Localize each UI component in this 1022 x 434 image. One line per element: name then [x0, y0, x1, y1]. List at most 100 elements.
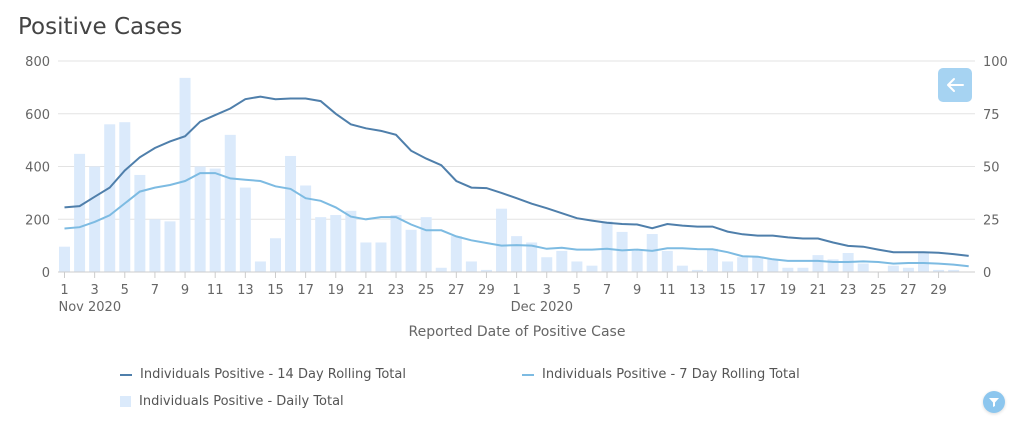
- daily-bar: [661, 250, 673, 272]
- x-tick-label: 11: [207, 283, 224, 298]
- line-7-day-rolling-total: [64, 172, 969, 268]
- y-right-tick-label: 0: [983, 266, 991, 281]
- daily-bar: [194, 166, 206, 272]
- x-tick-label: 23: [840, 283, 857, 298]
- daily-bar: [616, 231, 628, 272]
- daily-bar: [691, 269, 703, 272]
- x-tick-label: 13: [689, 283, 706, 298]
- daily-bar: [722, 261, 734, 272]
- daily-bar: [390, 215, 402, 272]
- x-tick-label: 15: [719, 283, 736, 298]
- x-tick-label: 5: [573, 283, 581, 298]
- y-left-tick-label: 0: [42, 266, 50, 281]
- daily-bar: [571, 261, 583, 272]
- x-tick-label: 1: [60, 283, 68, 298]
- x-tick-label: 27: [900, 283, 917, 298]
- daily-bar: [707, 248, 719, 272]
- legend-swatch: [120, 373, 132, 376]
- daily-bar: [254, 261, 266, 272]
- legend-item-14day[interactable]: Individuals Positive - 14 Day Rolling To…: [120, 367, 406, 382]
- daily-bar: [511, 236, 523, 272]
- daily-bar: [541, 257, 553, 272]
- daily-bar: [933, 269, 945, 272]
- x-tick-label: 7: [151, 283, 159, 298]
- legend-item-daily[interactable]: Individuals Positive - Daily Total: [120, 394, 344, 409]
- x-tick-label: 17: [749, 283, 766, 298]
- filter-button[interactable]: [983, 391, 1005, 413]
- chart-title: Positive Cases: [18, 14, 183, 40]
- daily-bar: [767, 259, 779, 272]
- line-14-day-rolling-total: [64, 95, 969, 257]
- daily-bar: [586, 265, 598, 272]
- x-tick-label: 9: [181, 283, 189, 298]
- x-tick-label: 19: [327, 283, 344, 298]
- daily-bar: [330, 215, 342, 272]
- daily-bar: [450, 236, 462, 272]
- daily-bar: [902, 267, 914, 272]
- daily-bar: [209, 168, 221, 272]
- x-tick-label: 3: [90, 283, 98, 298]
- y-left-tick-label: 200: [25, 213, 50, 228]
- arrow-left-icon: [947, 78, 964, 92]
- x-tick-label: 5: [121, 283, 129, 298]
- daily-bar: [948, 269, 960, 272]
- daily-bar: [646, 234, 658, 272]
- daily-bar: [465, 261, 477, 272]
- daily-bar: [300, 185, 312, 272]
- x-axis-title: Reported Date of Positive Case: [409, 324, 626, 340]
- x-tick-label: 17: [297, 283, 314, 298]
- daily-bar: [405, 229, 417, 272]
- daily-bar: [827, 259, 839, 272]
- month-label: Dec 2020: [511, 300, 573, 315]
- back-button[interactable]: [938, 68, 972, 102]
- daily-bar: [737, 257, 749, 272]
- daily-bar: [601, 221, 613, 272]
- x-tick-label: 21: [810, 283, 827, 298]
- x-tick-label: 21: [358, 283, 375, 298]
- daily-bar: [435, 267, 447, 272]
- daily-bar: [526, 242, 538, 272]
- daily-bar: [239, 187, 251, 272]
- y-left-tick-label: 800: [25, 55, 50, 70]
- daily-bar: [59, 246, 70, 272]
- daily-bar: [179, 77, 191, 272]
- x-tick-label: 27: [448, 283, 465, 298]
- y-right-tick-label: 50: [983, 161, 1000, 176]
- filter-icon: [989, 398, 999, 407]
- daily-bar: [752, 257, 764, 272]
- x-tick-label: 25: [418, 283, 435, 298]
- x-tick-label: 11: [659, 283, 676, 298]
- daily-bar: [887, 265, 899, 272]
- x-tick-label: 13: [237, 283, 254, 298]
- daily-bar: [812, 255, 824, 272]
- daily-bar: [496, 208, 508, 272]
- daily-bar: [134, 174, 146, 272]
- daily-bar: [782, 267, 794, 272]
- legend-label: Individuals Positive - 7 Day Rolling Tot…: [542, 367, 800, 382]
- x-tick-label: 29: [930, 283, 947, 298]
- y-right-tick-label: 75: [983, 108, 1000, 123]
- daily-bar: [269, 238, 281, 272]
- daily-bar: [224, 134, 236, 272]
- month-label: Nov 2020: [59, 300, 122, 315]
- legend-label: Individuals Positive - 14 Day Rolling To…: [140, 367, 406, 382]
- y-right-tick-label: 25: [983, 213, 1000, 228]
- legend-label: Individuals Positive - Daily Total: [139, 394, 344, 409]
- daily-bar: [375, 242, 387, 272]
- daily-bar: [556, 250, 568, 272]
- x-tick-label: 23: [388, 283, 405, 298]
- daily-bar: [285, 155, 297, 272]
- daily-bar: [631, 250, 643, 272]
- legend-item-7day[interactable]: Individuals Positive - 7 Day Rolling Tot…: [522, 367, 800, 382]
- daily-bar: [360, 242, 372, 272]
- legend-swatch: [522, 373, 534, 376]
- x-tick-label: 19: [780, 283, 797, 298]
- daily-bar: [420, 217, 432, 272]
- daily-bar: [104, 124, 116, 272]
- daily-bar: [857, 263, 869, 272]
- x-tick-label: 25: [870, 283, 887, 298]
- daily-bar: [676, 265, 688, 272]
- daily-bar: [74, 153, 86, 272]
- daily-bar: [149, 219, 161, 272]
